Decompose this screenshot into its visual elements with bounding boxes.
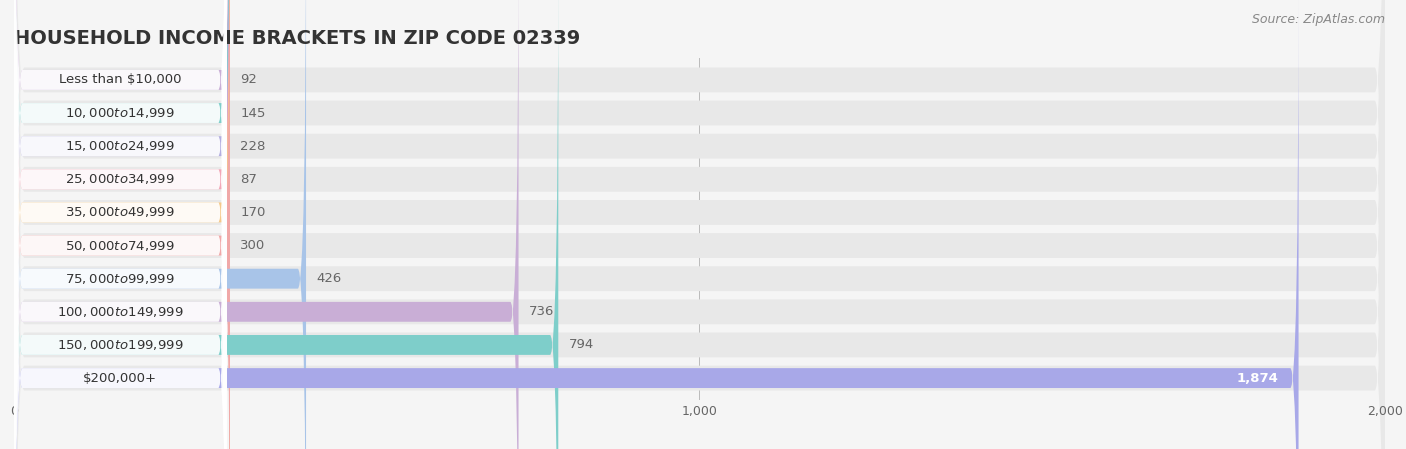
FancyBboxPatch shape <box>14 0 1385 449</box>
Text: Source: ZipAtlas.com: Source: ZipAtlas.com <box>1251 13 1385 26</box>
FancyBboxPatch shape <box>14 0 226 449</box>
FancyBboxPatch shape <box>14 0 226 449</box>
FancyBboxPatch shape <box>14 0 1385 449</box>
FancyBboxPatch shape <box>14 0 226 449</box>
FancyBboxPatch shape <box>14 0 1385 449</box>
FancyBboxPatch shape <box>14 0 226 449</box>
FancyBboxPatch shape <box>14 0 1385 449</box>
FancyBboxPatch shape <box>14 0 1385 449</box>
FancyBboxPatch shape <box>14 0 1385 449</box>
Text: 145: 145 <box>240 106 266 119</box>
Text: $10,000 to $14,999: $10,000 to $14,999 <box>66 106 176 120</box>
FancyBboxPatch shape <box>14 0 226 449</box>
FancyBboxPatch shape <box>14 0 226 449</box>
FancyBboxPatch shape <box>14 0 1385 449</box>
FancyBboxPatch shape <box>14 0 231 449</box>
FancyBboxPatch shape <box>14 0 1299 449</box>
FancyBboxPatch shape <box>14 0 307 449</box>
Text: 426: 426 <box>316 272 342 285</box>
Text: HOUSEHOLD INCOME BRACKETS IN ZIP CODE 02339: HOUSEHOLD INCOME BRACKETS IN ZIP CODE 02… <box>14 30 581 48</box>
Text: $35,000 to $49,999: $35,000 to $49,999 <box>66 206 176 220</box>
FancyBboxPatch shape <box>14 0 231 449</box>
FancyBboxPatch shape <box>14 0 226 449</box>
Text: $200,000+: $200,000+ <box>83 372 157 385</box>
FancyBboxPatch shape <box>14 0 226 449</box>
FancyBboxPatch shape <box>14 0 226 449</box>
Text: $100,000 to $149,999: $100,000 to $149,999 <box>58 305 184 319</box>
Text: 92: 92 <box>240 73 257 86</box>
FancyBboxPatch shape <box>14 0 226 449</box>
FancyBboxPatch shape <box>14 0 231 449</box>
FancyBboxPatch shape <box>14 0 226 449</box>
FancyBboxPatch shape <box>14 0 1385 449</box>
Text: Less than $10,000: Less than $10,000 <box>59 73 181 86</box>
Text: $50,000 to $74,999: $50,000 to $74,999 <box>66 238 176 252</box>
FancyBboxPatch shape <box>14 0 226 449</box>
FancyBboxPatch shape <box>14 0 226 449</box>
FancyBboxPatch shape <box>14 0 226 449</box>
FancyBboxPatch shape <box>14 0 226 449</box>
Text: $25,000 to $34,999: $25,000 to $34,999 <box>66 172 176 186</box>
FancyBboxPatch shape <box>14 0 519 449</box>
FancyBboxPatch shape <box>14 0 558 449</box>
FancyBboxPatch shape <box>14 0 226 449</box>
Text: 228: 228 <box>240 140 266 153</box>
Text: $150,000 to $199,999: $150,000 to $199,999 <box>58 338 184 352</box>
FancyBboxPatch shape <box>14 0 1385 449</box>
FancyBboxPatch shape <box>14 0 226 449</box>
Text: 300: 300 <box>240 239 266 252</box>
Text: 87: 87 <box>240 173 257 186</box>
FancyBboxPatch shape <box>14 0 226 449</box>
FancyBboxPatch shape <box>14 0 231 449</box>
FancyBboxPatch shape <box>14 0 231 449</box>
Text: 170: 170 <box>240 206 266 219</box>
Text: 736: 736 <box>529 305 554 318</box>
FancyBboxPatch shape <box>14 0 226 449</box>
Text: $15,000 to $24,999: $15,000 to $24,999 <box>66 139 176 153</box>
Text: $75,000 to $99,999: $75,000 to $99,999 <box>66 272 176 286</box>
FancyBboxPatch shape <box>14 0 231 449</box>
FancyBboxPatch shape <box>14 0 1385 449</box>
FancyBboxPatch shape <box>14 0 226 449</box>
Text: 794: 794 <box>568 339 593 352</box>
Text: 1,874: 1,874 <box>1236 372 1278 385</box>
